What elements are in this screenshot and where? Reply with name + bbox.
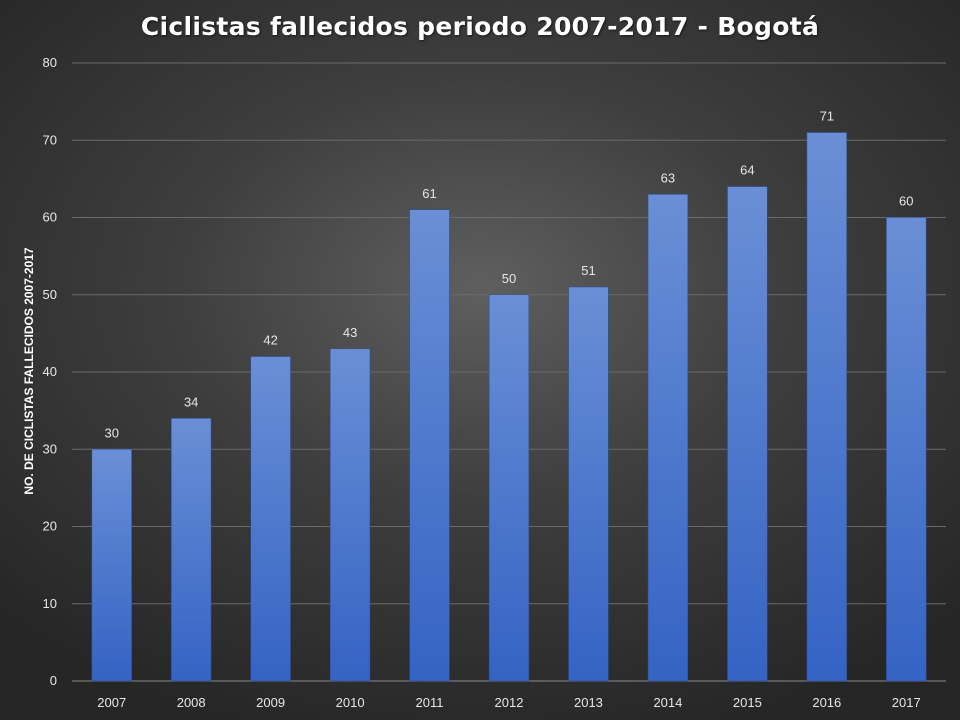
y-tick-label: 30: [43, 441, 57, 456]
y-tick-label: 70: [43, 132, 57, 147]
bar-2008: [171, 418, 212, 682]
bar-2014: [647, 194, 689, 682]
data-labels: 30 34 42 43 61 50 51 63 64 71 60: [104, 109, 913, 441]
data-label-2017: 60: [899, 194, 913, 209]
y-tick-label: 10: [43, 596, 57, 611]
data-label-2008: 34: [184, 394, 198, 409]
x-tick-label-2009: 2009: [256, 695, 285, 710]
y-tick-label: 60: [43, 210, 57, 225]
data-label-2007: 30: [104, 425, 118, 440]
y-tick-label: 40: [43, 364, 57, 379]
x-tick-label-2017: 2017: [892, 695, 921, 710]
y-tick-label: 80: [43, 55, 57, 70]
x-tick-label-2011: 2011: [416, 695, 444, 710]
bar-2015: [727, 186, 768, 682]
x-tick-label-2007: 2007: [97, 695, 126, 710]
bar-2007: [91, 449, 132, 682]
chart-title: Ciclistas fallecidos periodo 2007-2017 -…: [140, 12, 820, 41]
data-label-2012: 50: [502, 271, 516, 286]
x-tick-label-2010: 2010: [336, 695, 365, 710]
x-tick-label-2012: 2012: [495, 695, 524, 710]
x-tick-label-2016: 2016: [812, 695, 841, 710]
bar-2013: [568, 286, 609, 682]
data-label-2013: 51: [581, 263, 595, 278]
x-tick-label-2013: 2013: [574, 695, 603, 710]
data-label-2016: 71: [820, 109, 834, 124]
bar-2011: [409, 209, 450, 682]
data-label-2014: 63: [661, 170, 675, 185]
y-axis-title: NO. DE CICLISTAS FALLECIDOS 2007-2017: [22, 247, 36, 494]
y-tick-label: 20: [43, 519, 57, 534]
bars: [91, 132, 927, 682]
data-label-2015: 64: [740, 163, 754, 178]
x-tick-label-2015: 2015: [733, 695, 762, 710]
bar-2009: [250, 356, 291, 682]
bar-2016: [806, 132, 847, 682]
bar-2012: [488, 294, 530, 682]
bar-2010: [329, 348, 371, 682]
data-label-2011: 61: [422, 186, 436, 201]
y-tick-label: 50: [43, 287, 57, 302]
y-tick-label: 0: [50, 673, 57, 688]
y-axis-ticks: 0 10 20 30 40 50 60 70 80: [43, 55, 57, 688]
x-tick-label-2008: 2008: [177, 695, 206, 710]
x-tick-label-2014: 2014: [653, 695, 682, 710]
data-label-2010: 43: [343, 325, 357, 340]
data-label-2009: 42: [263, 333, 277, 348]
bar-2017: [886, 217, 927, 682]
x-axis-ticks: 2007 2008 2009 2010 2011 2012 2013 2014 2015 2016…: [97, 695, 920, 710]
